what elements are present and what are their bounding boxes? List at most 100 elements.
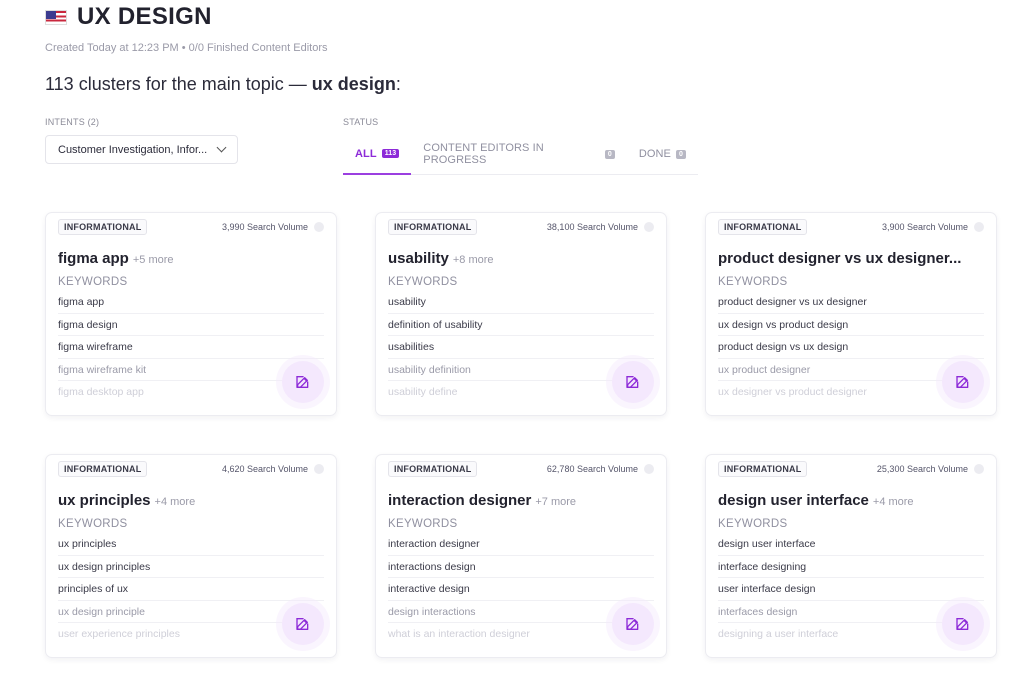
info-icon[interactable] xyxy=(974,464,984,474)
cluster-card[interactable]: INFORMATIONAL 4,620 Search Volume ux pri… xyxy=(45,454,337,658)
keyword-item: ux product designer xyxy=(718,359,984,381)
cluster-title-text: figma app xyxy=(58,250,129,267)
edit-icon xyxy=(296,376,309,388)
keyword-item: ux design principle xyxy=(58,601,324,623)
us-flag-icon xyxy=(45,9,67,25)
page-title: UX DESIGN xyxy=(77,3,212,30)
cluster-title[interactable]: product designer vs ux designer... xyxy=(706,235,996,267)
intent-badge: INFORMATIONAL xyxy=(388,461,478,477)
keyword-item: design user interface xyxy=(718,533,984,556)
count-badge: 0 xyxy=(604,149,615,159)
more-keywords-count: +7 more xyxy=(535,496,577,508)
keyword-item: usability definition xyxy=(388,359,654,381)
keyword-item: interfaces design xyxy=(718,601,984,623)
keywords-label: KEYWORDS xyxy=(388,518,458,530)
edit-button[interactable] xyxy=(942,361,984,403)
edit-icon xyxy=(626,376,639,388)
search-volume: 38,100 Search Volume xyxy=(547,222,654,232)
info-icon[interactable] xyxy=(644,464,654,474)
keyword-item: design interactions xyxy=(388,601,654,623)
keyword-list: ux principles ux design principles princ… xyxy=(46,530,336,646)
keyword-item: interface designing xyxy=(718,556,984,578)
intents-dropdown[interactable]: Customer Investigation, Infor... xyxy=(45,135,238,164)
intent-badge: INFORMATIONAL xyxy=(718,219,808,235)
keyword-item: usability define xyxy=(388,386,458,398)
intents-filter: INTENTS (2) Customer Investigation, Info… xyxy=(45,117,238,164)
info-icon[interactable] xyxy=(644,222,654,232)
count-badge: 0 xyxy=(676,149,686,159)
more-keywords-count: +8 more xyxy=(452,254,494,266)
edit-button[interactable] xyxy=(612,603,654,645)
summary-prefix: 113 clusters for the main topic — xyxy=(45,74,312,94)
keywords-label: KEYWORDS xyxy=(718,276,788,288)
search-volume-value: 62,780 Search Volume xyxy=(546,464,638,474)
edit-icon xyxy=(956,376,969,388)
search-volume-value: 25,300 Search Volume xyxy=(876,464,968,474)
intent-badge: INFORMATIONAL xyxy=(388,219,478,235)
keyword-item: interaction designer xyxy=(388,533,654,556)
keyword-item: ux design principles xyxy=(58,556,324,578)
cluster-title[interactable]: figma app +5 more xyxy=(46,235,336,267)
keywords-label: KEYWORDS xyxy=(388,276,458,288)
cluster-title-text: interaction designer xyxy=(388,492,532,509)
tab-done[interactable]: DONE 0 xyxy=(627,142,698,174)
intents-value: Customer Investigation, Infor... xyxy=(58,143,208,156)
keyword-item: principles of ux xyxy=(58,578,324,601)
cluster-title[interactable]: usability +8 more xyxy=(376,235,666,267)
keyword-item: interactive design xyxy=(388,578,654,601)
keyword-item: figma desktop app xyxy=(58,386,144,398)
more-keywords-count: +5 more xyxy=(132,254,174,266)
cluster-title-text: product designer vs ux designer... xyxy=(718,250,962,267)
cluster-card[interactable]: INFORMATIONAL 62,780 Search Volume inter… xyxy=(375,454,667,658)
cluster-card[interactable]: INFORMATIONAL 3,990 Search Volume figma … xyxy=(45,212,337,416)
keyword-item: figma app xyxy=(58,291,324,314)
edit-button[interactable] xyxy=(282,361,324,403)
tab-content-editors-in-progress[interactable]: CONTENT EDITORS IN PROGRESS 0 xyxy=(411,142,627,174)
cluster-title[interactable]: ux principles +4 more xyxy=(46,477,336,509)
edit-icon xyxy=(296,618,309,630)
search-volume: 3,990 Search Volume xyxy=(222,222,324,232)
cluster-card[interactable]: INFORMATIONAL 3,900 Search Volume produc… xyxy=(705,212,997,416)
keyword-item: definition of usability xyxy=(388,314,654,336)
search-volume-value: 38,100 Search Volume xyxy=(546,222,638,232)
search-volume-value: 3,990 Search Volume xyxy=(221,222,308,232)
cluster-title-text: usability xyxy=(388,250,449,267)
tab-all[interactable]: ALL 113 xyxy=(343,142,412,175)
keyword-list: figma app figma design figma wireframe f… xyxy=(46,288,336,404)
keyword-item: figma wireframe kit xyxy=(58,359,324,381)
edit-icon xyxy=(956,618,969,630)
edit-button[interactable] xyxy=(282,603,324,645)
keyword-item: figma wireframe xyxy=(58,336,324,359)
info-icon[interactable] xyxy=(314,464,324,474)
keyword-item: usabilities xyxy=(388,336,654,359)
edit-button[interactable] xyxy=(612,361,654,403)
keyword-list: interaction designer interactions design… xyxy=(376,530,666,646)
keywords-label: KEYWORDS xyxy=(58,518,128,530)
cluster-title[interactable]: interaction designer +7 more xyxy=(376,477,666,509)
keyword-list: usability definition of usability usabil… xyxy=(376,288,666,404)
status-filter: STATUS ALL 113 CONTENT EDITORS IN PROGRE… xyxy=(343,117,698,175)
keyword-item: usability xyxy=(388,291,654,314)
cluster-card[interactable]: INFORMATIONAL 25,300 Search Volume desig… xyxy=(705,454,997,658)
cluster-card[interactable]: INFORMATIONAL 38,100 Search Volume usabi… xyxy=(375,212,667,416)
cluster-title-text: ux principles xyxy=(58,492,151,509)
info-icon[interactable] xyxy=(314,222,324,232)
status-label: STATUS xyxy=(343,117,379,127)
keyword-item: interactions design xyxy=(388,556,654,578)
intents-label: INTENTS (2) xyxy=(45,117,100,127)
cluster-title[interactable]: design user interface +4 more xyxy=(706,477,996,509)
edit-button[interactable] xyxy=(942,603,984,645)
clusters-summary: 113 clusters for the main topic — ux des… xyxy=(45,74,401,95)
info-icon[interactable] xyxy=(974,222,984,232)
search-volume-value: 3,900 Search Volume xyxy=(881,222,968,232)
page-meta: Created Today at 12:23 PM • 0/0 Finished… xyxy=(45,42,328,54)
intent-badge: INFORMATIONAL xyxy=(58,461,148,477)
keyword-list: product designer vs ux designer ux desig… xyxy=(706,288,996,404)
page-header: UX DESIGN Created Today at 12:23 PM • 0/… xyxy=(45,3,328,54)
search-volume: 4,620 Search Volume xyxy=(222,464,324,474)
keyword-item: ux designer vs product designer xyxy=(718,386,867,398)
cluster-title-text: design user interface xyxy=(718,492,869,509)
intent-badge: INFORMATIONAL xyxy=(718,461,808,477)
search-volume: 62,780 Search Volume xyxy=(547,464,654,474)
keyword-item: figma design xyxy=(58,314,324,336)
